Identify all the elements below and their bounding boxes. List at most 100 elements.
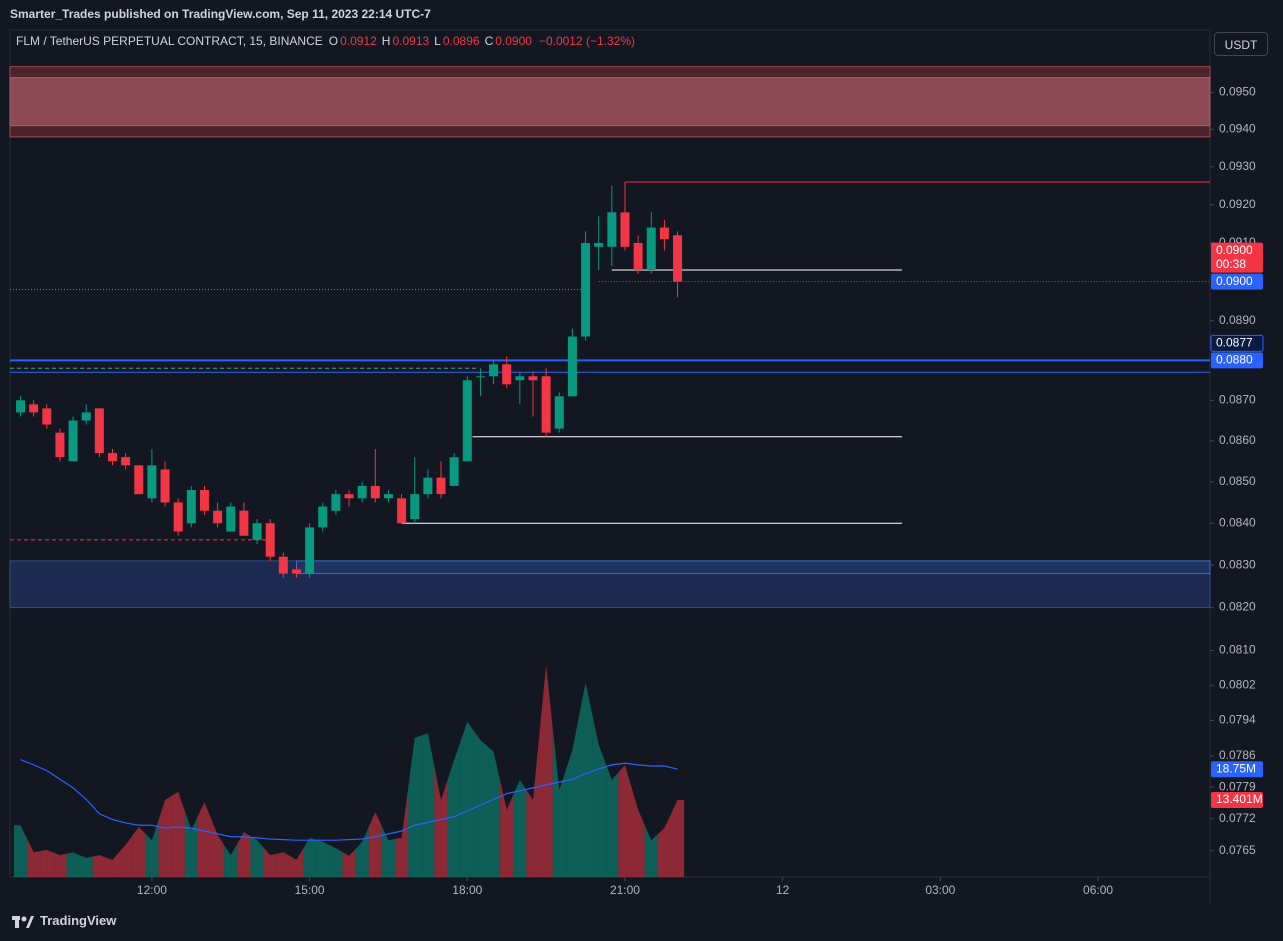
volume-area (592, 713, 606, 877)
candle-body (239, 510, 249, 536)
volume-area (355, 826, 369, 877)
x-tick-label: 21:00 (610, 883, 640, 897)
candle-body (541, 376, 551, 433)
price-tag-label: 0.0877 (1216, 336, 1253, 350)
volume-area (526, 732, 540, 877)
x-tick-label: 06:00 (1083, 883, 1113, 897)
candle-body (213, 510, 223, 524)
volume-area (539, 664, 553, 877)
legend-key: H (382, 34, 391, 48)
volume-area (473, 730, 488, 877)
y-tick-label: 0.0860 (1219, 433, 1256, 447)
publish-header: Smarter_Trades published on TradingView.… (10, 7, 431, 21)
y-tick-label: 0.0930 (1219, 159, 1256, 173)
volume-area (460, 721, 474, 877)
candle-body (29, 404, 39, 413)
candle-body (633, 242, 643, 271)
legend-key: O (329, 34, 338, 48)
candle-body (160, 469, 170, 503)
candle-body (121, 457, 131, 466)
price-tag-label: 18.75M (1216, 761, 1256, 775)
candle-body (515, 376, 525, 381)
candle-body (173, 502, 183, 532)
volume-area (578, 682, 593, 877)
legend-value: 0.0912 (340, 34, 377, 48)
legend-symbol: FLM / TetherUS PERPETUAL CONTRACT, 15, B… (16, 34, 323, 48)
volume-area (381, 826, 396, 877)
y-tick-label: 0.0840 (1219, 515, 1256, 529)
price-tag-countdown: 00:38 (1216, 257, 1246, 271)
candle-body (383, 494, 393, 499)
volume-area (224, 843, 238, 877)
x-tick-label: 12:00 (137, 883, 167, 897)
x-tick-label: 15:00 (295, 883, 325, 897)
y-tick-label: 0.0850 (1219, 474, 1256, 488)
volume-area (13, 825, 28, 877)
candle-body (331, 494, 341, 511)
candle-body (16, 400, 26, 413)
candle-body (567, 336, 577, 397)
candle-body (502, 364, 512, 385)
candle-body (370, 485, 380, 499)
candle-body (357, 485, 367, 499)
legend-key: C (485, 34, 494, 48)
volume-area (605, 762, 619, 877)
candle-body (344, 494, 354, 499)
x-tick-label: 03:00 (925, 883, 955, 897)
candle-body (278, 556, 288, 574)
volume-ma-line (20, 759, 678, 841)
legend-change: −0.0012 (−1.32%) (539, 34, 635, 48)
currency-button[interactable]: USDT (1214, 32, 1268, 56)
candle-body (107, 453, 117, 462)
volume-area (27, 838, 41, 877)
volume-area (368, 812, 382, 877)
volume-area (644, 824, 658, 877)
brand-logo (12, 915, 34, 928)
candle-body (462, 380, 472, 462)
volume-area (92, 855, 106, 877)
candle-body (94, 408, 104, 454)
candle-body (134, 465, 144, 495)
volume-area (276, 852, 290, 877)
y-tick-label: 0.0820 (1219, 600, 1256, 614)
y-tick-label: 0.0786 (1219, 748, 1256, 762)
volume-area (289, 848, 304, 877)
candle-body (594, 242, 604, 247)
brand-name: TradingView (40, 913, 117, 928)
volume-area (197, 802, 212, 877)
price-tag (1211, 273, 1263, 290)
volume-area (53, 852, 67, 877)
x-tick-label: 12 (776, 883, 790, 897)
volume-area (329, 845, 343, 877)
y-tick-label: 0.0940 (1219, 122, 1256, 136)
candle-body (291, 569, 301, 574)
y-tick-label: 0.0794 (1219, 713, 1256, 727)
volume-area (119, 835, 133, 877)
price-tag-label: 0.0900 (1216, 274, 1253, 288)
volume-area (158, 795, 172, 877)
chart-pane (9, 29, 1211, 878)
volume-area (618, 764, 632, 877)
volume-area (552, 727, 566, 877)
candle-body (620, 212, 630, 247)
volume-area (250, 836, 264, 877)
candle-body (147, 465, 157, 499)
candle-body (423, 477, 433, 495)
volume-area (657, 814, 671, 877)
volume-area (487, 745, 501, 877)
candle-body (607, 212, 617, 247)
candle-body (55, 432, 65, 458)
candle-body (265, 523, 275, 557)
candle-body (186, 490, 196, 524)
y-tick-label: 0.0950 (1219, 85, 1256, 99)
volume-area (66, 852, 80, 877)
candle-body (42, 408, 52, 425)
candle-body (673, 235, 683, 282)
candle-body (475, 376, 485, 378)
volume-area (447, 740, 461, 877)
y-tick-label: 0.0765 (1219, 843, 1256, 857)
zone (9, 77, 1211, 127)
volume-area (40, 849, 54, 877)
